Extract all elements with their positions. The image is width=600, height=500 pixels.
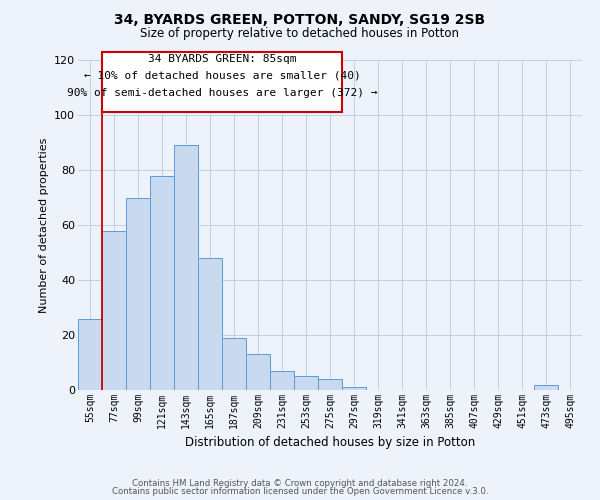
Text: Contains HM Land Registry data © Crown copyright and database right 2024.: Contains HM Land Registry data © Crown c…: [132, 478, 468, 488]
Text: Contains public sector information licensed under the Open Government Licence v.: Contains public sector information licen…: [112, 487, 488, 496]
Bar: [78, 318, 102, 390]
X-axis label: Distribution of detached houses by size in Potton: Distribution of detached houses by size …: [185, 436, 475, 450]
Text: 90% of semi-detached houses are larger (372) →: 90% of semi-detached houses are larger (…: [67, 88, 377, 98]
Bar: [246, 354, 270, 390]
Bar: [174, 145, 198, 390]
Bar: [342, 387, 366, 390]
Bar: [534, 384, 558, 390]
Text: 34, BYARDS GREEN, POTTON, SANDY, SG19 2SB: 34, BYARDS GREEN, POTTON, SANDY, SG19 2S…: [115, 12, 485, 26]
Y-axis label: Number of detached properties: Number of detached properties: [38, 138, 49, 312]
Bar: [102, 230, 126, 390]
Bar: [294, 376, 318, 390]
Bar: [270, 371, 294, 390]
Bar: [318, 379, 342, 390]
Bar: [126, 198, 150, 390]
Bar: [198, 258, 222, 390]
Text: 34 BYARDS GREEN: 85sqm: 34 BYARDS GREEN: 85sqm: [148, 54, 296, 64]
Bar: [222, 338, 246, 390]
Text: Size of property relative to detached houses in Potton: Size of property relative to detached ho…: [140, 28, 460, 40]
Bar: [150, 176, 174, 390]
Text: ← 10% of detached houses are smaller (40): ← 10% of detached houses are smaller (40…: [83, 71, 361, 81]
